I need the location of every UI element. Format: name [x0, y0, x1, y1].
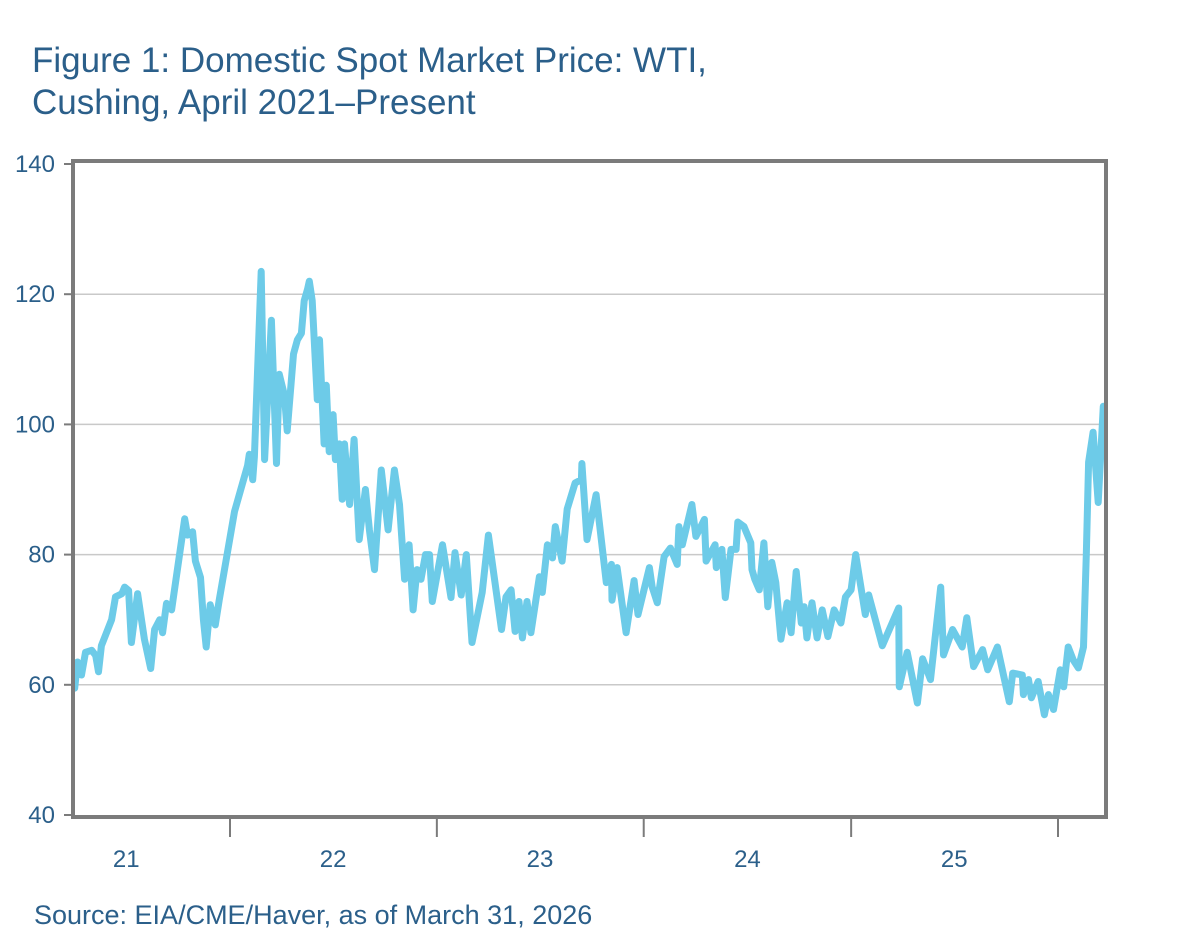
plot-frame: [71, 159, 1108, 819]
source-note: Source: EIA/CME/Haver, as of March 31, 2…: [34, 900, 593, 930]
x-tick-label: 22: [320, 846, 347, 873]
x-tick-label: 23: [527, 846, 554, 873]
title-line-2: Cushing, April 2021–Present: [32, 83, 476, 122]
x-axis: 21 22 23 24 25: [113, 817, 1059, 873]
y-tick-label: 140: [15, 151, 55, 178]
y-tick-label: 80: [28, 542, 55, 569]
x-tick-label: 25: [941, 846, 968, 873]
gridlines: [73, 293, 1106, 686]
y-tick-label: 40: [28, 802, 55, 829]
x-tick-label: 24: [734, 846, 761, 873]
y-tick-label: 60: [28, 672, 55, 699]
chart-title: Figure 1: Domestic Spot Market Price: WT…: [32, 40, 932, 124]
y-tick-label: 120: [15, 281, 55, 308]
series-line-wti-price: [71, 267, 1107, 719]
title-line-1: Figure 1: Domestic Spot Market Price: WT…: [32, 41, 707, 80]
y-axis: 40 60 80 100 120 140: [15, 151, 73, 829]
y-tick-label: 100: [15, 411, 55, 438]
x-tick-label: 21: [113, 846, 140, 873]
